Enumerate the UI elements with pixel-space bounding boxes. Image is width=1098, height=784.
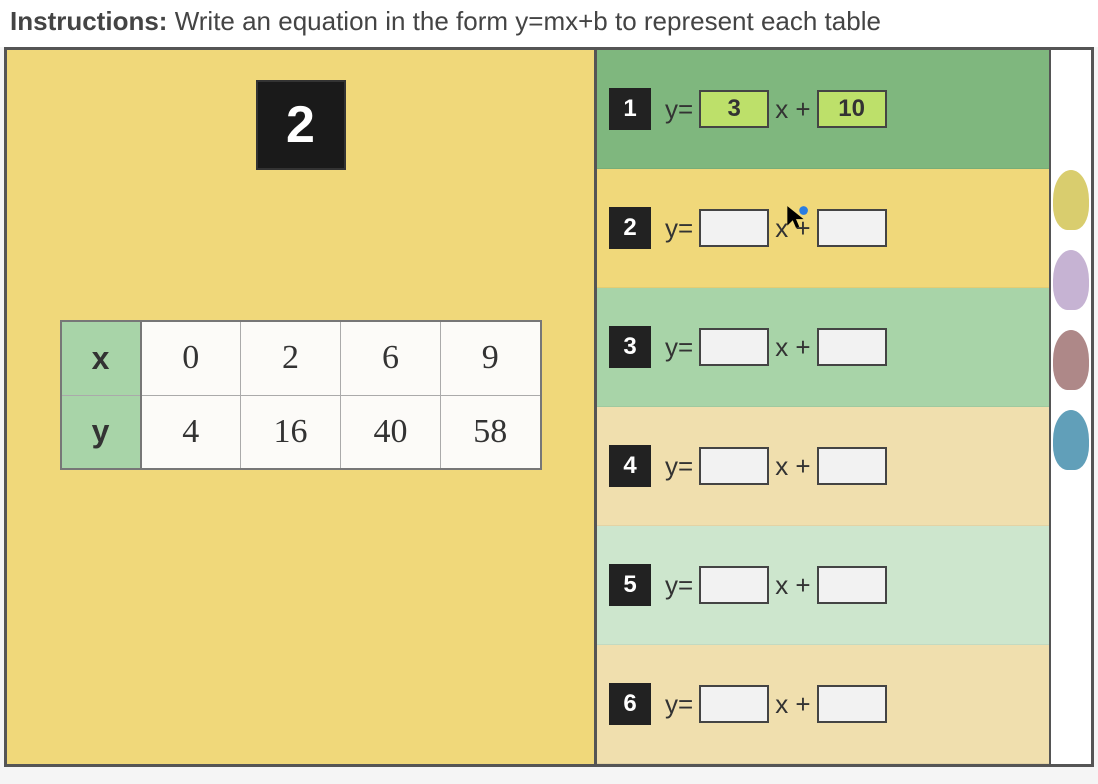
- equation-row-5: 5 y= x +: [597, 526, 1049, 645]
- equation: y= x +: [665, 447, 887, 485]
- x-cell: 0: [141, 321, 241, 395]
- equation-row-3: 3 y= x +: [597, 288, 1049, 407]
- x-cell: 9: [441, 321, 541, 395]
- equation: y=x +: [665, 209, 919, 247]
- intercept-input[interactable]: [817, 209, 887, 247]
- slope-input[interactable]: [699, 685, 769, 723]
- x-plus-label: x +: [775, 451, 810, 482]
- equation: y= x +: [665, 685, 887, 723]
- slope-input[interactable]: [699, 328, 769, 366]
- y-equals-label: y=: [665, 94, 693, 125]
- row-number-badge: 5: [609, 564, 651, 606]
- slope-input[interactable]: [699, 209, 769, 247]
- intercept-input[interactable]: [817, 685, 887, 723]
- question-panel: 2 x 0 2 6 9 y 4 16 40 58: [7, 50, 597, 764]
- puzzle-piece-icon[interactable]: [1053, 170, 1089, 230]
- question-number-badge: 2: [256, 80, 346, 170]
- y-equals-label: y=: [665, 451, 693, 482]
- row-number-badge: 6: [609, 683, 651, 725]
- intercept-input[interactable]: [817, 566, 887, 604]
- y-header: y: [61, 395, 141, 469]
- cursor-icon: [783, 204, 809, 237]
- equation-row-2: 2 y=x +: [597, 169, 1049, 288]
- slope-input[interactable]: 3: [699, 90, 769, 128]
- equation-row-1: 1 y=3x +10: [597, 50, 1049, 169]
- equation-row-4: 4 y= x +: [597, 407, 1049, 526]
- y-cell: 16: [241, 395, 341, 469]
- puzzle-piece-icon[interactable]: [1053, 330, 1089, 390]
- y-equals-label: y=: [665, 689, 693, 720]
- x-plus-label: x +: [775, 332, 810, 363]
- equation: y= x +: [665, 566, 887, 604]
- x-plus-label: x +: [775, 570, 810, 601]
- instructions-text: Write an equation in the form y=mx+b to …: [175, 6, 881, 36]
- xy-table: x 0 2 6 9 y 4 16 40 58: [60, 320, 542, 470]
- row-number-badge: 2: [609, 207, 651, 249]
- equation-row-6: 6 y= x +: [597, 645, 1049, 764]
- x-cell: 6: [341, 321, 441, 395]
- instructions-bar: Instructions: Write an equation in the f…: [0, 0, 1098, 47]
- equation: y=3x +10: [665, 90, 887, 128]
- y-cell: 58: [441, 395, 541, 469]
- puzzle-sidebar: [1049, 50, 1091, 764]
- table-row-x: x 0 2 6 9: [61, 321, 541, 395]
- x-plus-label: x +: [775, 94, 810, 125]
- intercept-input[interactable]: [817, 447, 887, 485]
- y-equals-label: y=: [665, 213, 693, 244]
- row-number-badge: 1: [609, 88, 651, 130]
- y-equals-label: y=: [665, 332, 693, 363]
- row-number-badge: 4: [609, 445, 651, 487]
- answer-panel: 1y=3x +102y=x +3y=x +4y=x +5y=x +6y=x +: [597, 50, 1049, 764]
- slope-input[interactable]: [699, 566, 769, 604]
- slope-input[interactable]: [699, 447, 769, 485]
- table-row-y: y 4 16 40 58: [61, 395, 541, 469]
- x-plus-label: x +: [775, 689, 810, 720]
- row-number-badge: 3: [609, 326, 651, 368]
- x-cell: 2: [241, 321, 341, 395]
- puzzle-piece-icon[interactable]: [1053, 410, 1089, 470]
- work-area: 2 x 0 2 6 9 y 4 16 40 58 1y=3x +102y=x +…: [4, 47, 1094, 767]
- y-cell: 4: [141, 395, 241, 469]
- instructions-label: Instructions:: [10, 6, 167, 36]
- question-number: 2: [286, 95, 315, 155]
- equation: y= x +: [665, 328, 887, 366]
- puzzle-piece-icon[interactable]: [1053, 250, 1089, 310]
- intercept-input[interactable]: 10: [817, 90, 887, 128]
- intercept-input[interactable]: [817, 328, 887, 366]
- x-header: x: [61, 321, 141, 395]
- y-equals-label: y=: [665, 570, 693, 601]
- y-cell: 40: [341, 395, 441, 469]
